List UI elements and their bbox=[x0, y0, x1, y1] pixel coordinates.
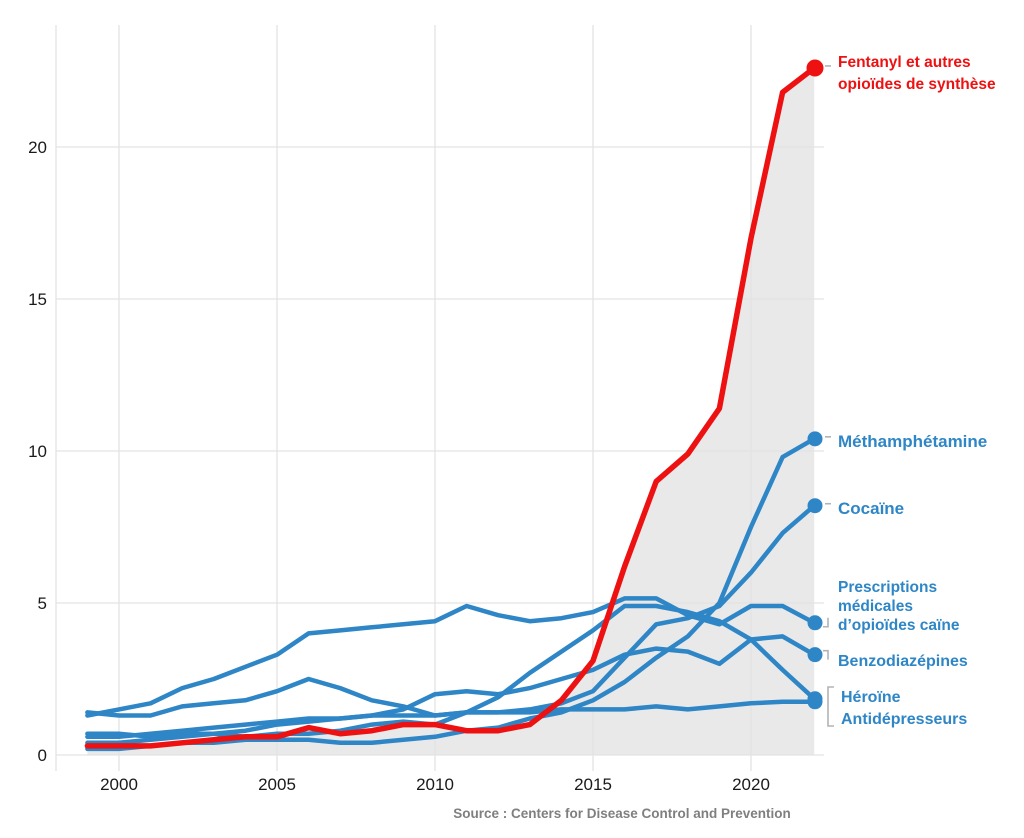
x-tick-2015: 2015 bbox=[574, 775, 612, 794]
y-tick-15: 15 bbox=[28, 290, 47, 309]
series-label-benzodiazepines: Benzodiazépines bbox=[838, 653, 968, 670]
series-line-prescription_opioids bbox=[85, 596, 817, 718]
series-label-prescription_opioids: Prescriptions médicales d’opioïdes caïne bbox=[838, 579, 960, 634]
fentanyl-area-fill bbox=[87, 68, 815, 755]
series-label-heroin: Héroïne bbox=[841, 689, 901, 706]
label-bracket-heroin-antidepressants bbox=[827, 686, 834, 727]
series-label-fentanyl: Fentanyl et autres opioïdes de synthèse bbox=[838, 54, 996, 93]
y-tick-0: 0 bbox=[38, 746, 47, 765]
series-end-dot-methamphetamine bbox=[807, 431, 823, 447]
label-leader-prescription_opioids bbox=[823, 617, 829, 628]
y-tick-10: 10 bbox=[28, 442, 47, 461]
series-end-dot-antidepressants bbox=[807, 694, 823, 710]
x-tick-2020: 2020 bbox=[732, 775, 770, 794]
series-line-antidepressants bbox=[85, 699, 817, 740]
series-end-dot-fentanyl bbox=[806, 59, 824, 77]
series-label-methamphetamine: Méthamphétamine bbox=[838, 432, 987, 451]
series-line-fentanyl bbox=[84, 65, 817, 749]
series-end-dot-cocaine bbox=[807, 498, 823, 514]
x-tick-2010: 2010 bbox=[416, 775, 454, 794]
label-leader-benzodiazepines bbox=[823, 649, 829, 660]
series-label-antidepressants: Antidépresseurs bbox=[841, 711, 967, 728]
x-tick-2005: 2005 bbox=[258, 775, 296, 794]
series-end-dot-prescription_opioids bbox=[807, 615, 823, 631]
y-tick-20: 20 bbox=[28, 138, 47, 157]
series-end-dot-benzodiazepines bbox=[807, 647, 823, 663]
y-tick-5: 5 bbox=[38, 594, 47, 613]
series-label-cocaine: Cocaïne bbox=[838, 499, 904, 518]
x-tick-2000: 2000 bbox=[100, 775, 138, 794]
series-line-heroin bbox=[85, 603, 817, 740]
